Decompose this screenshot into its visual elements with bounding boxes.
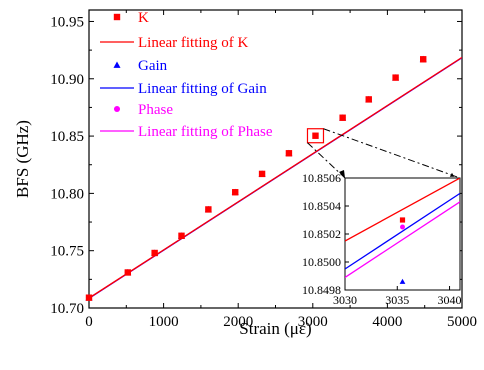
data-point-k (85, 294, 93, 301)
x-tick-label: 0 (85, 314, 93, 330)
legend-marker-gain (113, 61, 121, 68)
inset-x-tick-label: 3040 (438, 293, 462, 307)
inset-point-gain (399, 278, 406, 284)
inset-y-tick-label: 10.8504 (302, 199, 341, 213)
y-tick-label: 10.70 (50, 301, 84, 317)
data-point-k (205, 206, 212, 213)
y-tick-label: 10.85 (50, 129, 84, 145)
legend-marker-k (113, 13, 121, 21)
inset-frame (344, 177, 461, 291)
legend-label-fit-gain: Linear fitting of Gain (138, 81, 267, 97)
legend-marker-phase (113, 105, 121, 113)
inset-y-tick-label: 10.8502 (302, 227, 341, 241)
data-point-k (124, 269, 131, 276)
inset-x-tick-label: 3030 (333, 293, 357, 307)
x-tick-label: 5000 (447, 314, 477, 330)
legend-label-gain: Gain (138, 58, 168, 74)
zoom-connector-right (323, 128, 461, 179)
legend-label-fit-phase: Linear fitting of Phase (138, 124, 273, 140)
inset-y-tick-label: 10.8500 (302, 255, 341, 269)
x-axis-title: Strain (με) (239, 319, 311, 338)
legend-label-phase: Phase (138, 102, 173, 118)
inset-fit-lines (345, 178, 460, 278)
inset-point-phase (400, 224, 405, 230)
y-tick-label: 10.75 (50, 244, 84, 260)
data-point-k (151, 249, 158, 257)
inset-x-tick-label: 3035 (385, 293, 409, 307)
data-point-k (365, 96, 372, 103)
x-tick-label: 2000 (223, 314, 253, 330)
data-point-k (312, 132, 319, 139)
inset-point-k (399, 217, 406, 223)
inset-y-tick-label: 10.8506 (302, 171, 341, 185)
fit-line-k (89, 56, 462, 299)
inset-fit-k (345, 178, 460, 242)
data-point-k (232, 189, 239, 196)
data-point-k (392, 74, 399, 81)
data-point-k (178, 232, 185, 239)
y-tick-label: 10.90 (50, 72, 84, 88)
y-axis-title: BFS (GHz) (13, 120, 32, 198)
zoom-connector-left (307, 142, 346, 179)
legend-label-k: K (138, 10, 149, 26)
connector-arrowhead-left (339, 170, 345, 178)
inset-y-tick-label: 10.8498 (302, 283, 341, 297)
x-tick-label: 4000 (372, 314, 402, 330)
connector-arrowhead (449, 172, 455, 177)
data-point-k (258, 170, 266, 178)
data-point-k (339, 114, 346, 121)
y-tick-label: 10.80 (50, 186, 84, 202)
inset-fit-gain (345, 192, 460, 270)
data-point-k (420, 56, 427, 63)
legend-label-fit-k: Linear fitting of K (138, 35, 249, 51)
y-tick-label: 10.95 (50, 14, 84, 30)
inset-fit-phase (345, 201, 460, 278)
zoom-region-box (306, 128, 325, 144)
data-point-k (285, 150, 293, 157)
x-tick-label: 3000 (298, 314, 328, 330)
fit-lines (89, 56, 462, 299)
x-tick-label: 1000 (149, 314, 179, 330)
